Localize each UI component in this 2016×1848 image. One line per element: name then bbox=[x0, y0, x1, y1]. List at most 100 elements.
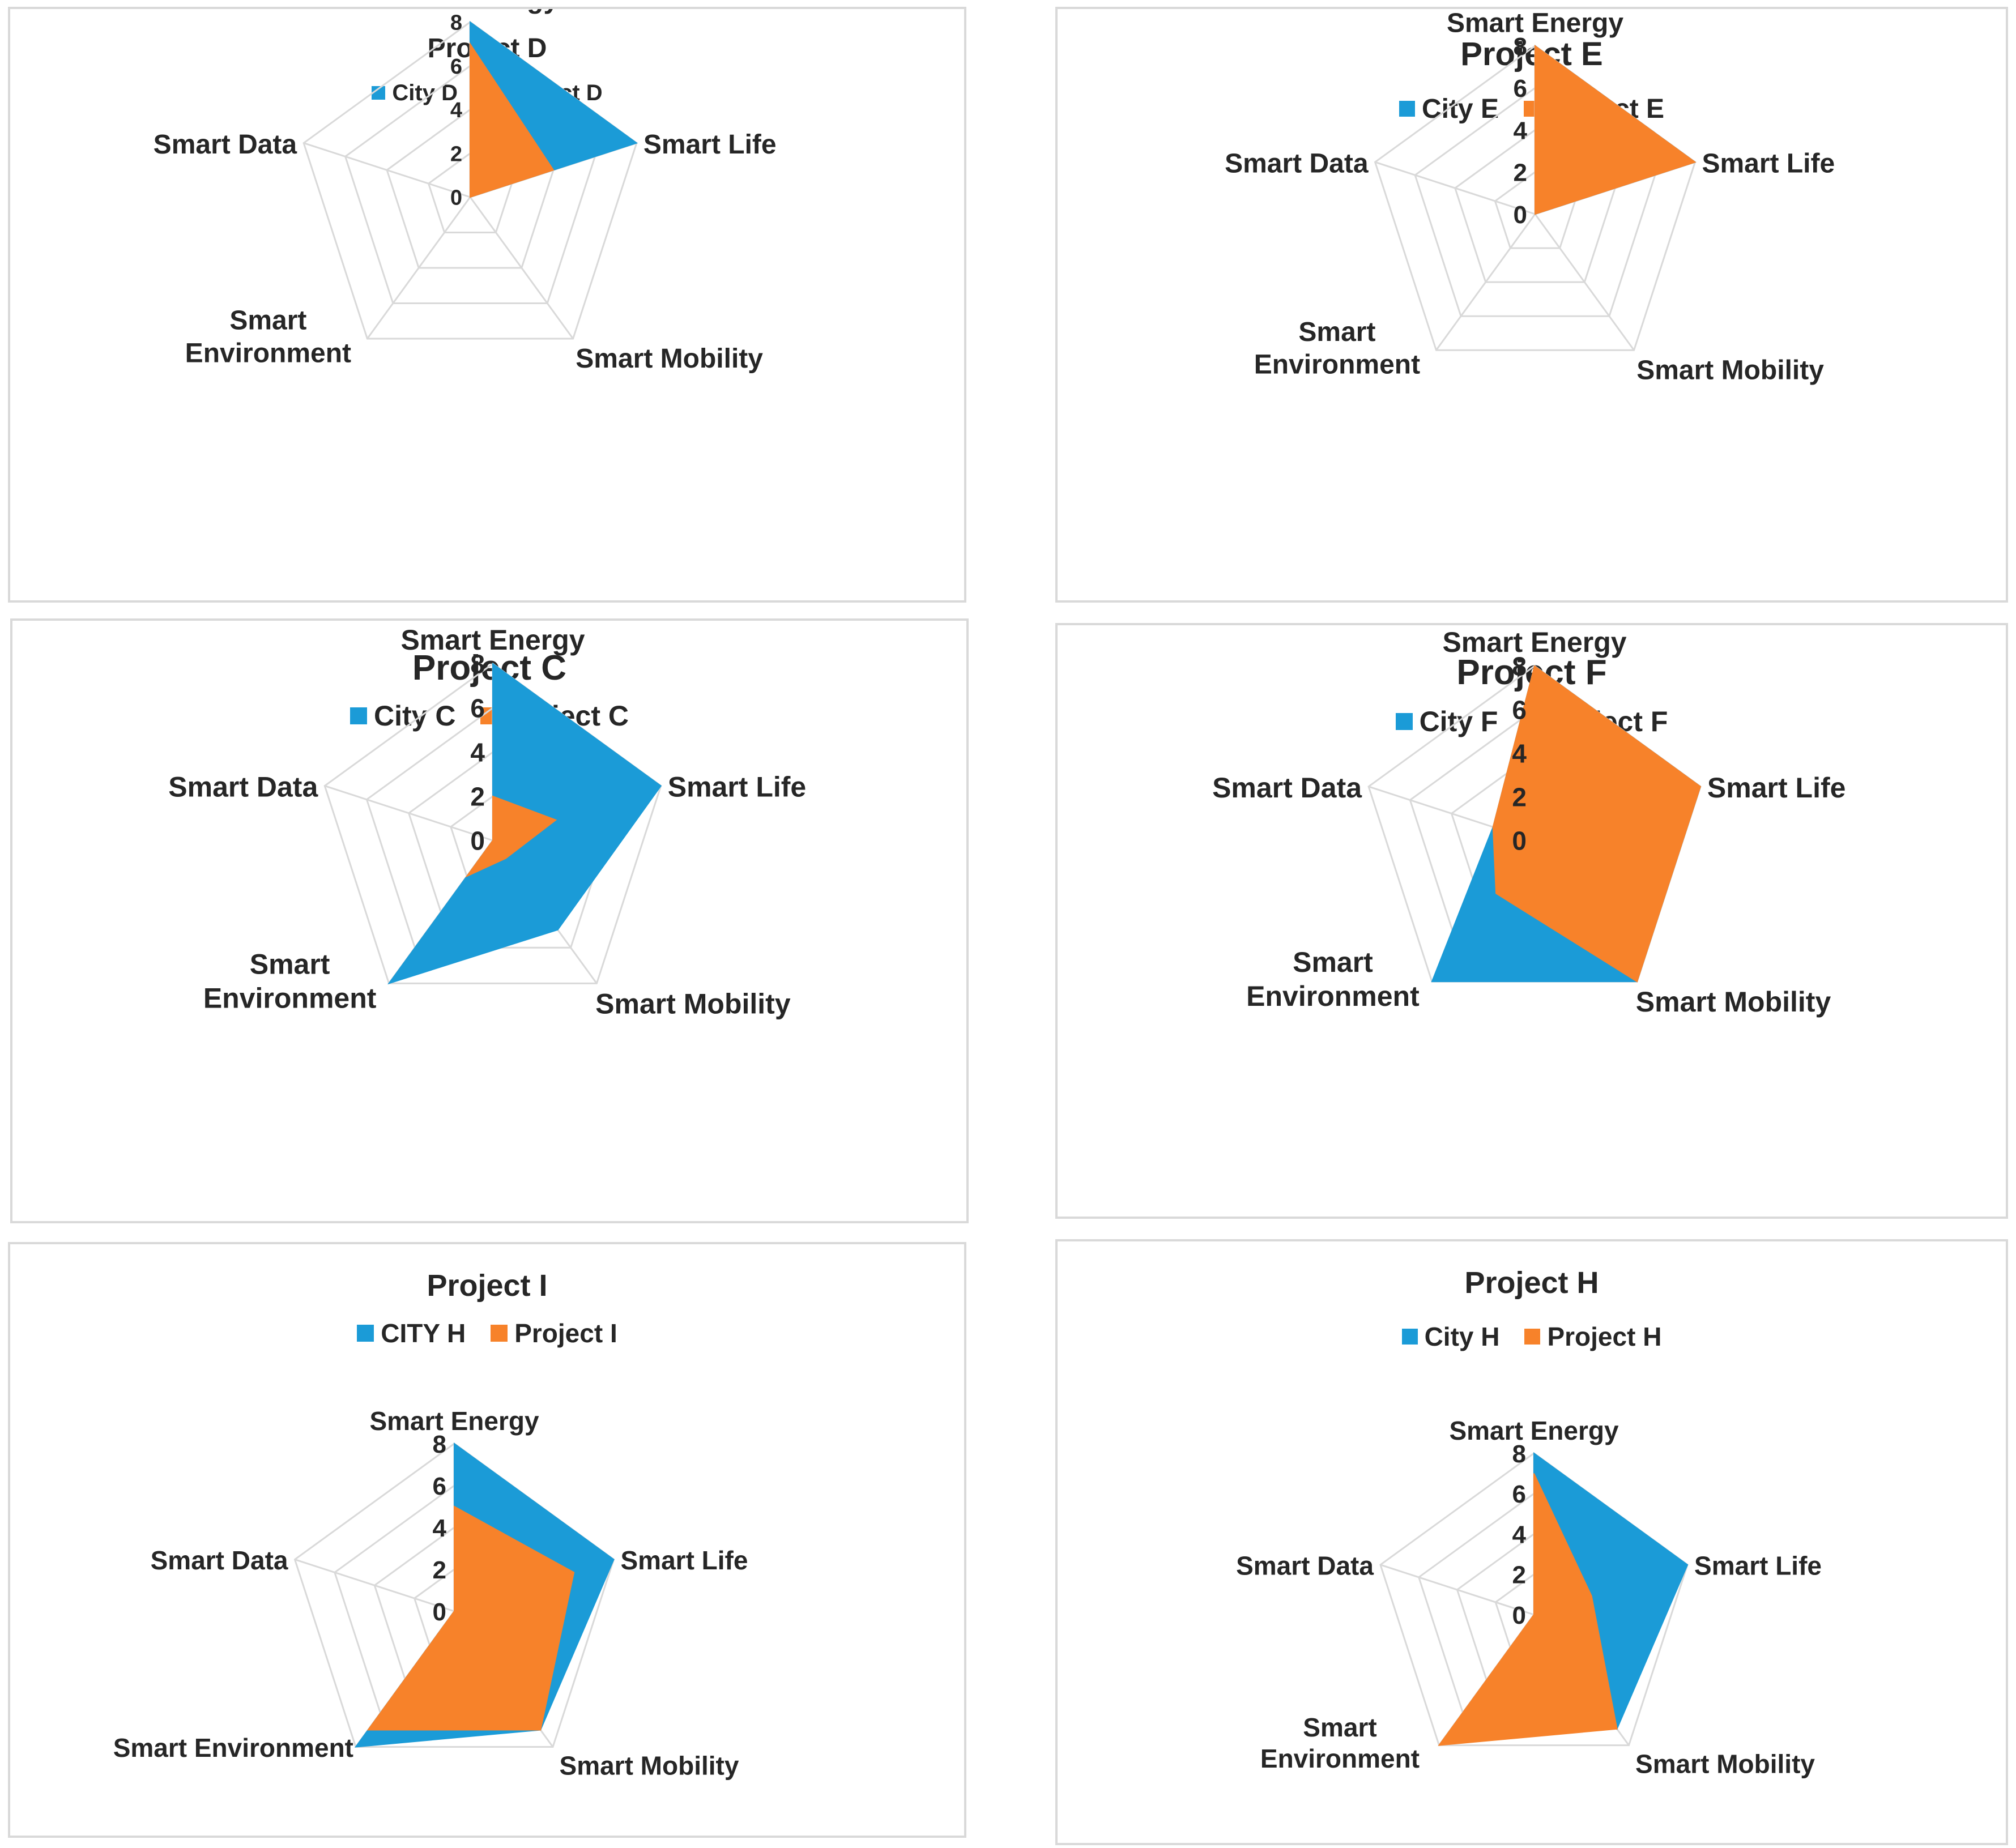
legend-item: CITY H bbox=[357, 1318, 466, 1348]
category-label-line: Smart Mobility bbox=[560, 1751, 739, 1781]
grid-spoke bbox=[366, 197, 471, 339]
chart-title: Project C bbox=[412, 648, 567, 688]
category-label-line: Smart Energy bbox=[369, 1406, 539, 1436]
series-area-project bbox=[1492, 665, 1702, 983]
category-label-line: Environment bbox=[185, 338, 351, 368]
category-label-line: Smart Data bbox=[154, 130, 297, 160]
grid-spoke bbox=[1534, 214, 1635, 351]
axis-tick-label: 6 bbox=[433, 1473, 446, 1500]
axis-tick-label: 6 bbox=[1514, 75, 1527, 103]
legend-swatch bbox=[1399, 101, 1415, 117]
grid-spoke bbox=[1380, 1564, 1535, 1616]
category-label-line: Smart bbox=[1303, 1713, 1376, 1742]
legend-item: Project I bbox=[491, 1318, 617, 1348]
axis-tick-label: 8 bbox=[470, 650, 485, 679]
axis-tick-label: 2 bbox=[470, 782, 485, 812]
category-label: Smart Environment bbox=[203, 948, 377, 1014]
axis-tick-label: 8 bbox=[1512, 652, 1527, 681]
legend-swatch bbox=[1395, 713, 1413, 730]
category-label-line: Environment bbox=[203, 982, 377, 1014]
series-area-project bbox=[366, 1505, 575, 1731]
category-label-line: Environment bbox=[1246, 980, 1420, 1012]
chart-legend: CITY H Project I bbox=[10, 1318, 964, 1348]
radar-chart-panel: Project H City H Project H 0 2 4 6 8 Smart Energ… bbox=[1055, 1239, 2008, 1845]
axis-tick-label: 0 bbox=[433, 1598, 446, 1626]
category-label: Smart Mobility bbox=[1635, 1749, 1815, 1779]
axis-tick-label: 0 bbox=[1512, 826, 1527, 856]
legend-swatch bbox=[357, 1325, 374, 1342]
legend-item: City C bbox=[350, 699, 455, 732]
category-label-line: Smart Mobility bbox=[576, 344, 763, 374]
radar-chart-panel: Project I CITY H Project I 0 2 4 6 8 Smart Energ… bbox=[8, 1242, 966, 1838]
category-label-line: Smart bbox=[1293, 946, 1373, 978]
axis-tick-label: 2 bbox=[1514, 159, 1527, 187]
category-label: Smart Life bbox=[1702, 148, 1835, 178]
category-label: Smart Environment bbox=[1260, 1713, 1420, 1773]
legend-swatch bbox=[1524, 1329, 1541, 1345]
category-label-line: Smart Data bbox=[1212, 772, 1362, 804]
legend-swatch bbox=[350, 707, 367, 724]
category-label: Smart Data bbox=[1225, 148, 1369, 178]
axis-tick-label: 2 bbox=[450, 142, 462, 166]
grid-spoke bbox=[295, 1559, 455, 1612]
grid-spoke bbox=[469, 197, 574, 339]
category-label-line: Smart Life bbox=[1702, 148, 1835, 178]
category-label: Smart Energy bbox=[382, 9, 559, 14]
category-label-line: Smart Data bbox=[151, 1546, 288, 1575]
category-label-line: Smart Energy bbox=[1449, 1416, 1619, 1445]
radar-chart-panel: Project C City C Project C 0 2 4 6 8 Smart Energ… bbox=[10, 618, 969, 1223]
category-label-line: Smart Energy bbox=[1447, 9, 1623, 38]
chart-legend: City H Project H bbox=[1058, 1321, 2006, 1352]
category-label: Smart Mobility bbox=[1636, 355, 1824, 385]
category-label-line: Smart Mobility bbox=[1635, 1749, 1815, 1779]
axis-tick-label: 6 bbox=[470, 694, 485, 723]
legend-label: City D bbox=[392, 80, 458, 105]
category-label: Smart Data bbox=[154, 130, 297, 160]
axis-tick-label: 8 bbox=[433, 1431, 446, 1458]
category-label: Smart Mobility bbox=[595, 988, 791, 1019]
grid-spoke bbox=[324, 785, 493, 842]
category-label: Smart Mobility bbox=[576, 344, 763, 374]
category-label-line: Smart bbox=[1298, 317, 1375, 347]
category-label: Smart Environment bbox=[113, 1733, 353, 1762]
category-label-line: Smart Life bbox=[1694, 1551, 1822, 1580]
axis-tick-label: 4 bbox=[1512, 739, 1527, 769]
legend-item: City H bbox=[1401, 1321, 1500, 1352]
grid-spoke bbox=[1435, 214, 1536, 351]
axis-tick-label: 0 bbox=[470, 826, 485, 856]
legend-item: City D bbox=[372, 80, 458, 106]
chart-title: Project E bbox=[1460, 36, 1603, 72]
category-label-line: Smart Mobility bbox=[1636, 355, 1824, 385]
category-label: Smart Data bbox=[151, 1546, 288, 1575]
legend-label: City C bbox=[374, 700, 456, 732]
category-label: Smart Data bbox=[168, 771, 318, 803]
category-label-line: Smart Mobility bbox=[595, 988, 791, 1019]
axis-tick-label: 4 bbox=[1514, 117, 1528, 144]
axis-tick-label: 6 bbox=[450, 55, 462, 79]
legend-swatch bbox=[491, 1325, 508, 1342]
category-label: Smart Data bbox=[1212, 772, 1362, 804]
category-label: Smart Life bbox=[643, 130, 777, 160]
category-label: Smart Data bbox=[1236, 1551, 1374, 1580]
legend-label: City H bbox=[1424, 1322, 1500, 1351]
category-label: Smart Energy bbox=[400, 624, 585, 656]
axis-tick-label: 2 bbox=[433, 1556, 446, 1584]
category-label-line: Smart Data bbox=[1236, 1551, 1374, 1580]
axis-tick-label: 6 bbox=[1512, 695, 1527, 725]
axis-tick-label: 0 bbox=[1512, 1602, 1526, 1629]
category-label: Smart Energy bbox=[1447, 9, 1623, 38]
series-area-project bbox=[1438, 1473, 1618, 1746]
category-label: Smart Environment bbox=[1254, 317, 1420, 380]
category-label: Smart Energy bbox=[1442, 626, 1626, 658]
category-label-line: Environment bbox=[1260, 1744, 1420, 1773]
chart-title: Project I bbox=[427, 1269, 548, 1303]
category-label-line: Smart bbox=[250, 948, 330, 980]
category-label-line: Smart Life bbox=[668, 771, 807, 803]
